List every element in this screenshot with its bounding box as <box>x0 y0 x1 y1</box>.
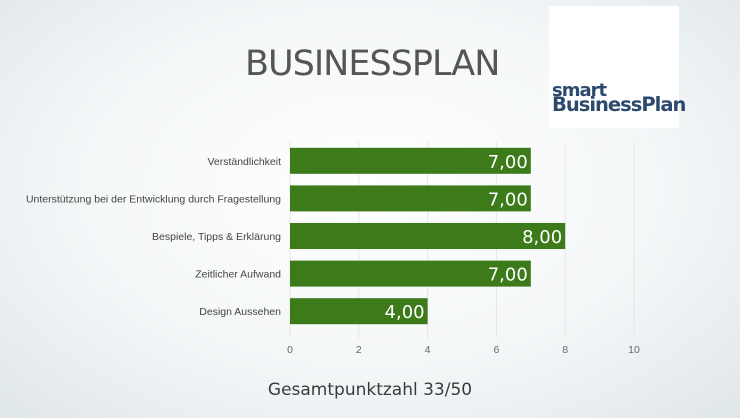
x-tick-label: 2 <box>356 344 362 356</box>
bar <box>290 298 428 325</box>
total-score: Gesamtpunktzahl 33/50 <box>267 380 473 400</box>
category-label: Design Aussehen <box>199 306 281 318</box>
bar <box>290 260 531 287</box>
category-label: Verständlichkeit <box>207 156 281 168</box>
data-label: 8,00 <box>522 227 562 248</box>
bar <box>290 147 531 174</box>
bar <box>290 223 566 249</box>
logo: smart BusinessPlan <box>549 6 686 128</box>
data-label: 7,00 <box>488 265 528 286</box>
x-tick-label: 4 <box>425 344 431 356</box>
x-tick-label: 10 <box>628 344 640 356</box>
logo-line1: smart <box>552 80 607 101</box>
x-tick-label: 8 <box>562 344 568 356</box>
data-label: 7,00 <box>488 189 528 210</box>
data-label: 7,00 <box>488 152 528 173</box>
category-label: Zeitlicher Aufwand <box>195 269 281 281</box>
bar <box>290 185 531 212</box>
x-tick-label: 6 <box>493 344 499 356</box>
x-tick-label: 0 <box>287 344 293 356</box>
slide-title: BUSINESSPLAN <box>245 44 500 84</box>
category-label: Bespiele, Tipps & Erklärung <box>152 231 281 243</box>
logo-line2: BusinessPlan <box>552 93 686 116</box>
data-label: 4,00 <box>385 302 425 323</box>
category-label: Unterstützung bei der Entwicklung durch … <box>26 193 281 205</box>
